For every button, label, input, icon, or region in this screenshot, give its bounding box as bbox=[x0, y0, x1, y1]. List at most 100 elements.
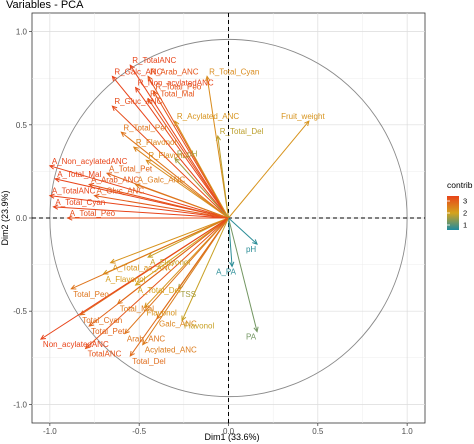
variable-arrow bbox=[110, 217, 229, 264]
variable-arrow bbox=[135, 87, 229, 219]
variable-arrow bbox=[217, 135, 229, 219]
y-axis-ticks: -1.0 -0.5 0.0 0.5 1.0 bbox=[13, 28, 32, 409]
variable-arrowhead bbox=[134, 86, 141, 93]
variable-arrowhead bbox=[84, 343, 91, 350]
variable-arrowhead bbox=[252, 239, 258, 245]
variable-label: R_Galc_ANC bbox=[114, 67, 162, 76]
variable-arrowhead bbox=[145, 159, 152, 165]
variable-arrow bbox=[181, 217, 229, 321]
variable-arrow bbox=[40, 217, 229, 340]
variable-arrow bbox=[228, 120, 310, 219]
x-axis-label: Dim1 (33.6%) bbox=[204, 432, 259, 442]
variable-label: R_Non_acylatedANC bbox=[138, 79, 214, 88]
x-tick-label: 1.0 bbox=[402, 427, 414, 436]
variable-arrowhead bbox=[181, 315, 187, 322]
variable-label: Fruit_weight bbox=[281, 112, 325, 121]
variable-arrowhead bbox=[147, 75, 153, 82]
legend-title: contrib bbox=[447, 180, 473, 190]
variable-label: R_TotalANC bbox=[132, 56, 176, 65]
variable-label: A_Galc_ANC bbox=[138, 175, 186, 184]
chart-title: Variables - PCA bbox=[6, 0, 84, 11]
variable-label: A_Total_Mal bbox=[57, 170, 101, 179]
variable-arrow bbox=[174, 120, 229, 219]
variable-arrow bbox=[124, 217, 229, 334]
variable-arrowhead bbox=[105, 172, 113, 178]
variable-label: R_Total_Pet bbox=[123, 123, 167, 132]
variable-arrow bbox=[49, 165, 229, 219]
variable-label: Total_Mal bbox=[120, 305, 154, 314]
y-tick-label: 0.0 bbox=[16, 214, 28, 223]
variable-arrowhead bbox=[111, 105, 118, 112]
variable-arrowhead bbox=[111, 75, 118, 82]
variable-arrowhead bbox=[229, 261, 235, 268]
y-tick-label: -1.0 bbox=[13, 400, 27, 409]
variable-arrowhead bbox=[253, 326, 259, 333]
variable-label: Total_Pet bbox=[91, 327, 125, 336]
variable-arrow bbox=[129, 217, 229, 357]
legend-ticks: 3 2 1 bbox=[447, 197, 467, 230]
variable-arrow bbox=[89, 183, 229, 219]
variable-label: A_PA bbox=[216, 267, 237, 276]
variable-arrow bbox=[142, 217, 229, 346]
variable-arrowhead bbox=[48, 164, 55, 170]
variable-arrowhead bbox=[70, 284, 77, 290]
variable-arrowhead bbox=[152, 90, 158, 97]
variable-arrowhead bbox=[134, 280, 141, 286]
variable-arrowhead bbox=[129, 350, 135, 357]
variable-arrowhead bbox=[147, 252, 154, 258]
variable-arrowhead bbox=[48, 193, 55, 199]
variable-label: Flavonol bbox=[147, 308, 177, 317]
variable-label: TSS bbox=[180, 290, 196, 299]
variable-arrow bbox=[85, 217, 229, 349]
legend-tick-label: 2 bbox=[463, 209, 467, 218]
variable-arrow bbox=[133, 146, 229, 219]
variable-label: A_Total_Peo bbox=[70, 209, 116, 218]
variable-label: A_Non_acylatedANC bbox=[52, 157, 128, 166]
variable-label: Arab_ANC bbox=[127, 335, 165, 344]
variable-label: R_Arab_ANC bbox=[150, 67, 199, 76]
variable-arrow bbox=[135, 217, 229, 286]
variable-label: Total_Del bbox=[132, 357, 166, 366]
variable-arrow bbox=[147, 98, 229, 219]
variable-arrow bbox=[112, 105, 229, 219]
x-tick-label: -1.0 bbox=[43, 427, 57, 436]
variable-label: pH bbox=[246, 245, 256, 254]
variable-arrow bbox=[53, 206, 229, 219]
variable-arrow bbox=[174, 158, 229, 219]
variable-arrowhead bbox=[134, 183, 141, 189]
variable-arrowhead bbox=[174, 157, 180, 164]
variable-label: A_Arab_ANC bbox=[91, 175, 139, 184]
y-axis-label: Dim2 (23.9%) bbox=[0, 190, 10, 245]
variable-arrowhead bbox=[124, 328, 130, 335]
variable-arrowhead bbox=[52, 204, 59, 210]
contrib-legend: contrib 3 2 1 bbox=[447, 180, 473, 230]
variable-arrow bbox=[121, 131, 229, 219]
variable-arrowhead bbox=[109, 258, 116, 264]
variable-label: A_Total_Del bbox=[138, 286, 181, 295]
variable-label: Galc_ANC bbox=[159, 320, 197, 329]
variable-arrow bbox=[228, 217, 233, 267]
x-axis-ticks: -1.0 -0.5 0.0 0.5 1.0 bbox=[43, 423, 413, 436]
variable-arrowhead bbox=[304, 120, 310, 127]
variable-arrowhead bbox=[88, 182, 95, 189]
variable-arrow bbox=[49, 195, 229, 219]
variable-label: R_Total_Cyan bbox=[209, 67, 259, 76]
variable-arrow bbox=[94, 195, 229, 219]
y-tick-label: 1.0 bbox=[16, 28, 28, 37]
variable-arrowhead bbox=[143, 302, 150, 309]
variable-arrow bbox=[111, 76, 229, 219]
variable-arrow bbox=[228, 217, 258, 245]
x-tick-label: 0.0 bbox=[223, 427, 235, 436]
variable-label: Flavonol bbox=[184, 322, 214, 331]
x-tick-label: 0.5 bbox=[312, 427, 324, 436]
variable-label: A_Total_Pet bbox=[109, 164, 153, 173]
variable-arrow bbox=[153, 91, 229, 219]
variable-label: Non_acylatedANC bbox=[43, 340, 109, 349]
variable-label: R_Total_Mal bbox=[150, 90, 195, 99]
legend-tick-label: 1 bbox=[463, 221, 467, 230]
variable-label: PA bbox=[246, 333, 257, 342]
legend-colorbar bbox=[447, 196, 459, 230]
